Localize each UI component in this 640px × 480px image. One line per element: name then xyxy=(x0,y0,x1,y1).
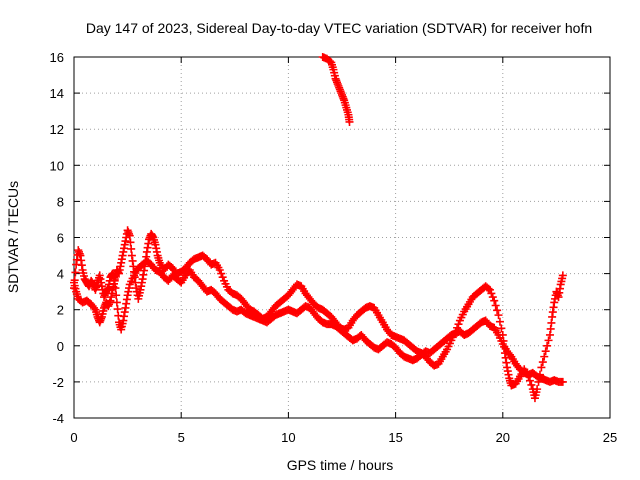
y-tick-label: -2 xyxy=(52,375,64,390)
data-point xyxy=(540,352,549,361)
data-point xyxy=(112,291,121,300)
data-point xyxy=(558,377,567,386)
data-point xyxy=(90,303,99,312)
data-point xyxy=(487,289,496,298)
chart-title: Day 147 of 2023, Sidereal Day-to-day VTE… xyxy=(86,20,592,36)
data-point xyxy=(544,336,553,345)
data-point xyxy=(533,385,542,394)
data-points xyxy=(70,53,567,403)
x-tick-label: 5 xyxy=(178,430,185,445)
y-tick-label: 8 xyxy=(57,194,64,209)
x-tick-label: 0 xyxy=(70,430,77,445)
y-tick-label: 6 xyxy=(57,231,64,246)
axis-ticks: 0 5 10 15 20 25 -4 -2 0 2 4 6 8 10 12 14 16 xyxy=(50,50,618,445)
x-tick-label: 25 xyxy=(603,430,617,445)
y-axis-label: SDTVAR / TECUs xyxy=(5,181,21,293)
data-point xyxy=(538,358,547,367)
data-point xyxy=(215,265,224,274)
data-point xyxy=(110,276,119,285)
data-point xyxy=(527,380,536,389)
data-point xyxy=(485,285,494,294)
data-point xyxy=(497,324,506,333)
y-tick-label: 14 xyxy=(50,86,64,101)
data-point xyxy=(71,268,80,277)
data-point xyxy=(505,350,514,359)
data-point xyxy=(454,320,463,329)
grid-lines xyxy=(74,57,610,418)
data-point xyxy=(558,271,567,280)
data-point xyxy=(217,269,226,278)
data-point xyxy=(491,301,500,310)
data-point xyxy=(345,117,354,126)
x-tick-label: 15 xyxy=(388,430,402,445)
data-point xyxy=(488,293,497,302)
x-tick-label: 20 xyxy=(496,430,510,445)
data-point xyxy=(111,284,120,293)
data-point xyxy=(218,273,227,282)
y-tick-label: 4 xyxy=(57,267,64,282)
x-tick-label: 10 xyxy=(281,430,295,445)
data-point xyxy=(543,341,552,350)
data-point xyxy=(537,363,546,372)
data-point xyxy=(494,311,503,320)
y-tick-label: 0 xyxy=(57,339,64,354)
y-tick-label: 12 xyxy=(50,122,64,137)
y-tick-label: 16 xyxy=(50,50,64,65)
data-point xyxy=(490,296,499,305)
data-point xyxy=(484,284,493,293)
y-tick-label: -4 xyxy=(52,411,64,426)
data-point xyxy=(493,306,502,315)
x-axis-label: GPS time / hours xyxy=(287,457,394,473)
data-point xyxy=(541,347,550,356)
y-tick-label: 2 xyxy=(57,303,64,318)
data-point xyxy=(495,317,504,326)
y-tick-label: 10 xyxy=(50,158,64,173)
